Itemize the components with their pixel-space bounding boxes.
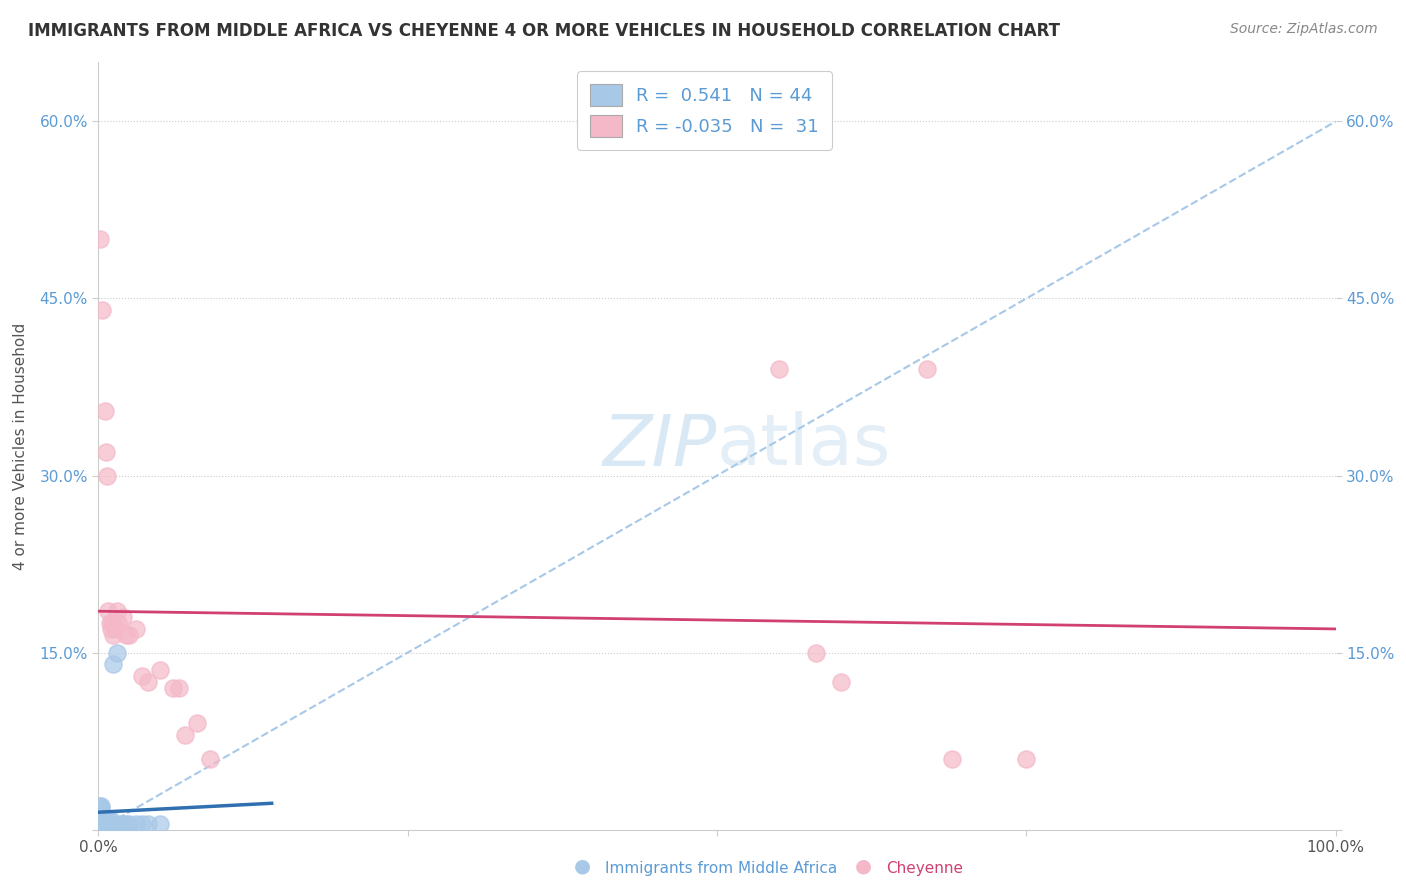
Point [93, 403, 115, 417]
Point [124, 622, 146, 636]
Point [91, 811, 114, 825]
Point [89, 799, 111, 814]
Point [131, 816, 153, 830]
Point [94, 813, 117, 827]
Point [93, 816, 115, 830]
Point [90, 808, 112, 822]
Point [87, 808, 110, 822]
Point [830, 675, 852, 690]
Point [90, 811, 112, 825]
Point [105, 646, 128, 660]
Point [94, 816, 117, 830]
Point [89, 816, 111, 830]
Point [90, 813, 112, 827]
Point [91, 813, 114, 827]
Point [96, 816, 118, 830]
Text: atlas: atlas [717, 411, 891, 481]
Point [97, 604, 120, 618]
Text: IMMIGRANTS FROM MIDDLE AFRICA VS CHEYENNE 4 OR MORE VEHICLES IN HOUSEHOLD CORREL: IMMIGRANTS FROM MIDDLE AFRICA VS CHEYENN… [28, 22, 1060, 40]
Point [87, 811, 110, 825]
Point [96, 468, 118, 483]
Text: ZIP: ZIP [603, 411, 717, 481]
Point [1015, 752, 1038, 766]
Point [97, 816, 120, 830]
Point [87, 805, 110, 819]
Point [768, 362, 790, 376]
Point [131, 669, 153, 683]
Point [90, 799, 112, 814]
Point [90, 816, 112, 830]
Point [91, 303, 114, 318]
Point [114, 628, 136, 642]
Point [107, 615, 129, 630]
Point [89, 816, 111, 830]
Point [112, 816, 135, 830]
Point [89, 813, 111, 827]
Point [118, 628, 141, 642]
Point [98, 615, 121, 630]
Text: ●: ● [574, 857, 591, 876]
Point [110, 816, 132, 830]
Point [100, 622, 122, 636]
Point [917, 362, 939, 376]
Point [124, 816, 146, 830]
Point [114, 816, 136, 830]
Text: Cheyenne: Cheyenne [886, 861, 963, 876]
Point [89, 801, 111, 815]
Point [100, 816, 122, 830]
Point [94, 445, 117, 459]
Point [101, 615, 124, 630]
Point [103, 657, 125, 672]
Point [804, 646, 827, 660]
Point [89, 232, 111, 246]
Point [112, 610, 135, 624]
Point [90, 801, 112, 815]
Point [149, 816, 172, 830]
Point [186, 716, 208, 731]
Legend: R =  0.541   N = 44, R = -0.035   N =  31: R = 0.541 N = 44, R = -0.035 N = 31 [576, 71, 832, 150]
Point [136, 816, 159, 830]
Point [198, 752, 221, 766]
Point [90, 805, 112, 819]
Text: Source: ZipAtlas.com: Source: ZipAtlas.com [1230, 22, 1378, 37]
Y-axis label: 4 or more Vehicles in Household: 4 or more Vehicles in Household [14, 322, 28, 570]
Point [89, 805, 111, 819]
Point [118, 816, 141, 830]
Point [93, 813, 115, 827]
Point [136, 675, 159, 690]
Point [105, 604, 128, 618]
Point [941, 752, 963, 766]
Point [89, 808, 111, 822]
Point [174, 728, 197, 742]
Point [93, 816, 115, 830]
Point [103, 622, 125, 636]
Point [87, 813, 110, 827]
Text: ●: ● [855, 857, 872, 876]
Point [93, 813, 115, 827]
Point [100, 813, 122, 827]
Point [97, 813, 120, 827]
Point [93, 811, 115, 825]
Point [149, 663, 172, 677]
Point [89, 811, 111, 825]
Point [167, 681, 190, 695]
Point [91, 808, 114, 822]
Point [103, 628, 125, 642]
Point [162, 681, 184, 695]
Text: Immigrants from Middle Africa: Immigrants from Middle Africa [605, 861, 837, 876]
